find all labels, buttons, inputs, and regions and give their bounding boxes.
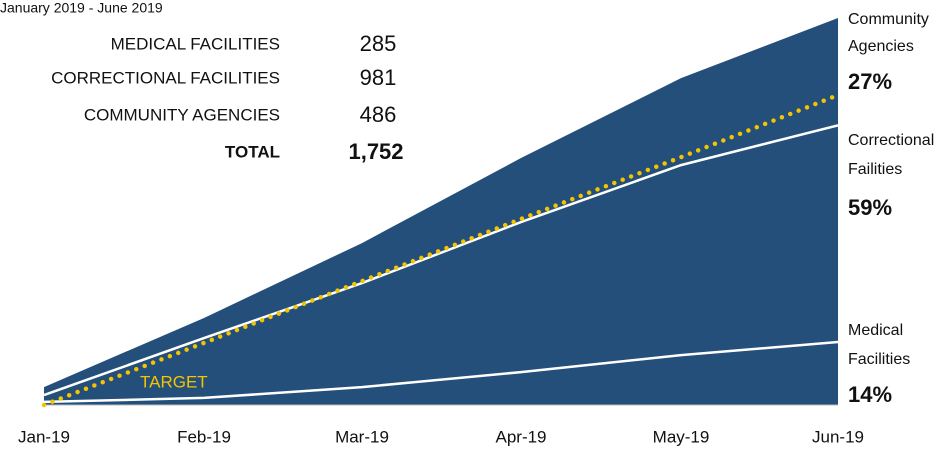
legend-label: Community: [848, 11, 929, 28]
share-label: 59%: [848, 195, 892, 220]
x-tick-label: Jun-19: [812, 427, 864, 446]
summary-total-value: 1,752: [348, 139, 403, 164]
x-tick-label: Mar-19: [335, 427, 389, 446]
legend-label: Agencies: [848, 38, 914, 55]
summary-label: MEDICAL FACILITIES: [111, 34, 280, 53]
area: [44, 125, 838, 402]
target-label: TARGET: [140, 372, 208, 391]
target-line: [41, 92, 841, 408]
share-label: 27%: [848, 69, 892, 94]
summary-total-label: TOTAL: [225, 142, 280, 161]
summary-label: COMMUNITY AGENCIES: [84, 105, 280, 124]
subtitle: January 2019 - June 2019: [0, 0, 163, 16]
summary-value: 981: [360, 65, 397, 90]
legend-label: Medical: [848, 322, 903, 339]
legend-label: Correctional: [848, 132, 934, 149]
x-tick-label: May-19: [653, 427, 710, 446]
legend-label: Failities: [848, 161, 902, 178]
summary-label: CORRECTIONAL FACILITIES: [51, 68, 280, 87]
area: [44, 18, 838, 396]
x-tick-label: Jan-19: [18, 427, 70, 446]
legend-label: Facilities: [848, 351, 910, 368]
area-edge: [43, 340, 839, 404]
area: [44, 342, 838, 405]
summary-value: 285: [360, 31, 397, 56]
summary-value: 486: [360, 102, 397, 127]
x-tick-label: Apr-19: [495, 427, 546, 446]
area-edge: [43, 124, 839, 397]
x-tick-label: Feb-19: [177, 427, 231, 446]
share-label: 14%: [848, 382, 892, 407]
